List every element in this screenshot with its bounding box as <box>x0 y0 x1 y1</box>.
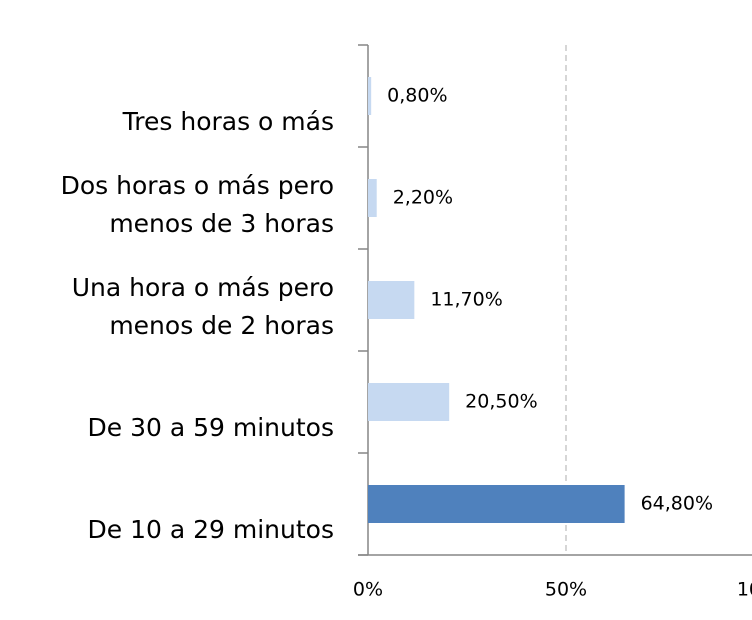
x-tick-label: 100% <box>737 579 752 601</box>
y-tick-label: De 30 a 59 minutos <box>88 413 334 442</box>
x-tick-label: 0% <box>353 579 383 601</box>
data-label: 0,80% <box>387 85 447 107</box>
bar <box>368 485 625 523</box>
data-label: 11,70% <box>430 289 502 311</box>
data-label: 64,80% <box>641 493 713 515</box>
y-tick-label: Una hora o más pero menos de 2 horas <box>72 273 334 340</box>
data-label: 2,20% <box>393 187 453 209</box>
bar <box>368 77 372 115</box>
bar <box>368 281 415 319</box>
bar <box>368 179 377 217</box>
x-tick-label: 50% <box>545 579 587 601</box>
y-tick-label: Dos horas o más pero menos de 3 horas <box>61 171 334 238</box>
y-tick-label: Tres horas o más <box>122 107 334 136</box>
bar <box>368 383 450 421</box>
y-tick-label: De 10 a 29 minutos <box>88 515 334 544</box>
data-label: 20,50% <box>465 391 537 413</box>
